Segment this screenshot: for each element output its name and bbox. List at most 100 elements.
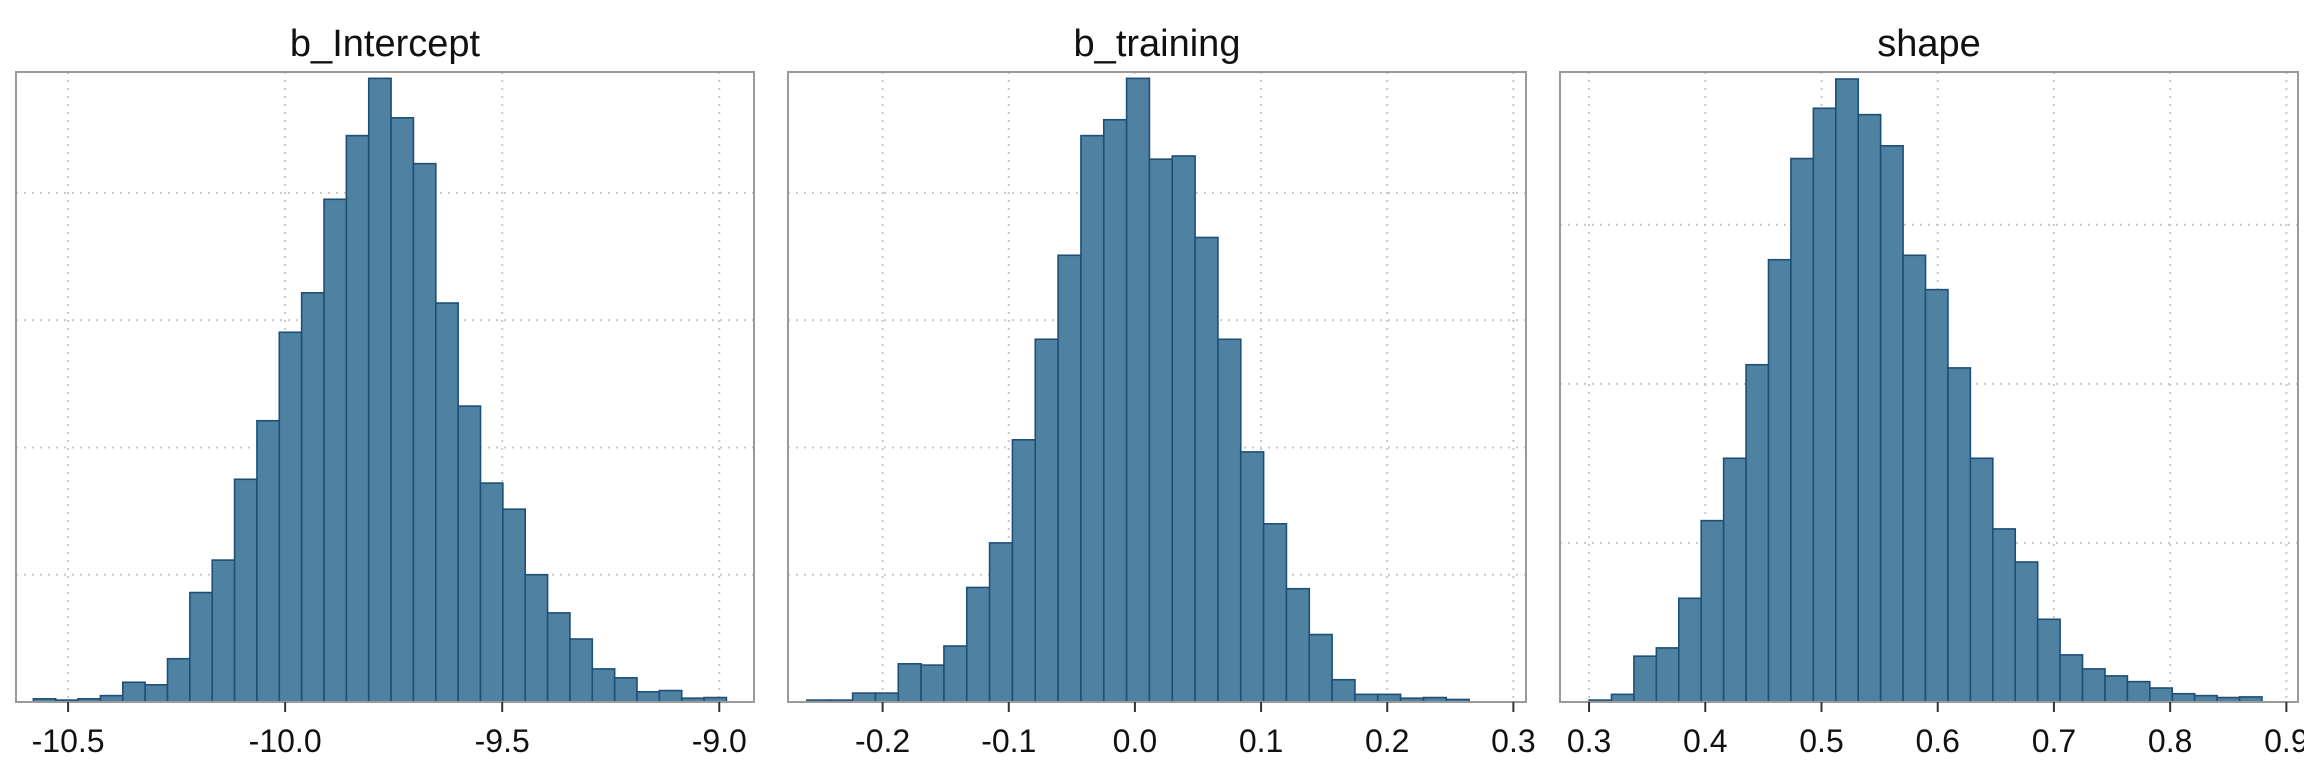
histogram-bar (479, 482, 504, 703)
histogram-bar (897, 663, 922, 703)
histogram-bar (345, 134, 370, 703)
histogram-bar (300, 292, 325, 703)
panel-border (787, 71, 1527, 703)
panel-shape: shape 0.3 0.4 0.5 0.6 0.7 0.8 0.9 (1559, 23, 2304, 759)
histogram-bar (1354, 693, 1379, 703)
histogram-bar (1171, 155, 1196, 703)
histogram-bar (1655, 647, 1680, 703)
histogram-bar (1080, 134, 1105, 703)
panel-b-training: b_training -0.2 -0.1 0.0 0.1 0.2 0.3 (787, 23, 1536, 759)
histogram-bar (546, 612, 571, 703)
histogram-bar (920, 664, 945, 703)
x-tick-label: 0.7 (2032, 723, 2076, 759)
histogram-bar (1011, 439, 1037, 703)
histogram-bar (233, 478, 258, 703)
histogram-bar (1834, 78, 1860, 703)
histogram-bar (434, 302, 459, 703)
x-tick-label: -0.2 (855, 723, 910, 759)
panel-b-intercept: b_Intercept -10.5 -10.0 -9.5 -9.0 (15, 23, 755, 759)
histogram-bar (457, 405, 482, 703)
histogram-bars (1588, 78, 2263, 703)
histogram-bar (1700, 519, 1725, 703)
x-tick-label: 0.3 (1567, 723, 1611, 759)
x-tick-label: -9.5 (475, 723, 530, 759)
histogram-bar (613, 677, 638, 703)
histogram-bar (1879, 145, 1904, 703)
histogram-bar (1902, 254, 1927, 703)
histogram-bar (2036, 618, 2061, 703)
histogram-bar (1148, 158, 1174, 703)
histogram-bar (1262, 523, 1288, 703)
histogram-bars (806, 77, 1470, 703)
histogram-bar (1217, 338, 1242, 703)
histogram-bar (1722, 457, 1747, 703)
histogram-bar (323, 198, 348, 703)
histogram-bar (2059, 654, 2084, 703)
x-tick-label: 0.3 (1491, 723, 1535, 759)
histogram-bar (1677, 597, 1703, 703)
histogram-bar (166, 657, 191, 703)
histogram-bar (569, 638, 594, 703)
x-tick-label: 0.6 (1915, 723, 1959, 759)
histogram-bar (1947, 367, 1972, 703)
x-tick-label: 0.1 (1239, 723, 1283, 759)
histogram-bar (1102, 118, 1128, 703)
histogram-bar (1610, 693, 1635, 703)
histogram-bar (1767, 258, 1792, 703)
histogram-bar (2171, 692, 2196, 703)
histogram-bar (1285, 587, 1311, 703)
histogram-bar (189, 591, 214, 703)
histogram-bar (367, 77, 392, 703)
histogram-bar (1194, 236, 1219, 703)
histogram-bar (502, 508, 527, 703)
panel-border (1559, 71, 2299, 703)
histogram-bar (2014, 561, 2039, 703)
histogram-bar (965, 586, 991, 703)
histogram-bar (211, 559, 236, 703)
histogram-bar (1125, 77, 1151, 703)
panel-title: shape (1877, 23, 1981, 65)
x-tick-label: -0.1 (981, 723, 1036, 759)
x-tick-label: 0.4 (1683, 723, 1727, 759)
histogram-bars (32, 77, 728, 703)
histogram-bar (1969, 457, 1994, 703)
histogram-bar (256, 419, 281, 703)
histogram-bar (2081, 668, 2106, 703)
histogram-bar (1239, 451, 1265, 703)
histogram-bar (1034, 338, 1059, 703)
histogram-bar (412, 162, 437, 703)
x-tick-label: 0.5 (1799, 723, 1843, 759)
histogram-bar (1633, 655, 1658, 703)
histogram-bar (851, 692, 877, 703)
histogram-bar (1992, 528, 2017, 703)
panel-border (15, 71, 755, 703)
histogram-bar (2126, 680, 2151, 703)
x-tick-label: -10.5 (32, 723, 105, 759)
histogram-bar (524, 573, 549, 703)
histogram-bar (591, 668, 616, 703)
x-axis: -0.2 -0.1 0.0 0.1 0.2 0.3 (855, 702, 1536, 759)
histogram-bar (390, 117, 415, 703)
histogram-bar (2104, 675, 2129, 703)
x-tick-label: -9.0 (692, 723, 747, 759)
histogram-bar (636, 691, 661, 703)
histogram-bar (874, 692, 900, 703)
histogram-bar (2149, 687, 2174, 703)
histogram-bar (1376, 693, 1402, 703)
histogram-bar (658, 689, 683, 703)
histogram-bar (988, 542, 1014, 703)
histogram-bar (1745, 363, 1770, 703)
x-axis: -10.5 -10.0 -9.5 -9.0 (32, 702, 747, 759)
histogram-bar (1057, 254, 1082, 703)
x-tick-label: 0.9 (2264, 723, 2304, 759)
histogram-bar (943, 645, 968, 703)
histogram-bar (144, 684, 169, 703)
histogram-bar (121, 681, 146, 703)
x-tick-label: -10.0 (249, 723, 322, 759)
panel-title: b_training (1074, 23, 1241, 65)
histogram-bar (1857, 113, 1882, 703)
histogram-bar (1812, 107, 1837, 703)
panel-title: b_Intercept (290, 23, 481, 65)
x-tick-label: 0.0 (1113, 723, 1157, 759)
